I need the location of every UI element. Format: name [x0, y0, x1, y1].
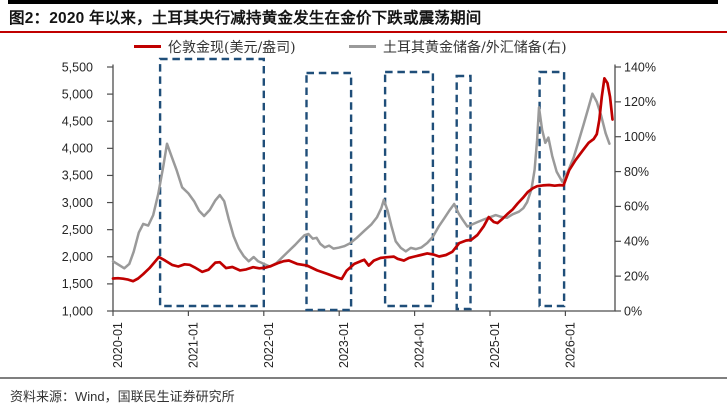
- y-right-tick-label: 20%: [624, 269, 649, 283]
- y-right-tick-label: 60%: [624, 200, 649, 214]
- y-left-tick-label: 3,500: [62, 169, 93, 183]
- legend-item-gold-price: 伦敦金现(美元/盎司): [134, 40, 296, 57]
- ratio-line-swatch: [349, 45, 376, 48]
- y-left-tick-label: 1,000: [62, 304, 93, 318]
- y-left-tick-label: 3,000: [62, 196, 93, 210]
- reserve-ratio-line: [111, 92, 611, 270]
- y-left-tick-label: 4,500: [62, 115, 93, 129]
- y-right-tick-label: 140%: [624, 60, 656, 74]
- highlight-box: [158, 57, 266, 308]
- source-note: 资料来源：Wind，国联民生证券研究所: [10, 389, 235, 404]
- highlight-box: [538, 70, 566, 308]
- axis-frame: [112, 64, 616, 312]
- y-right-tick-label: 120%: [624, 95, 656, 109]
- x-tick-label: 2021-01: [186, 322, 200, 368]
- top-border-bar: [8, 0, 718, 4]
- y-left-tick-label: 1,500: [62, 277, 93, 291]
- y-right-tick-label: 0%: [624, 304, 642, 318]
- gold-line-swatch: [134, 45, 161, 48]
- x-tick-label: 2026-01: [563, 322, 577, 368]
- y-left-tick-label: 5,000: [62, 87, 93, 101]
- y-left-tick-label: 2,500: [62, 223, 93, 237]
- highlight-box: [383, 70, 435, 308]
- y-left-tick-label: 2,000: [62, 250, 93, 264]
- x-tick-label: 2025-01: [488, 322, 502, 368]
- x-tick-label: 2020-01: [111, 322, 125, 368]
- y-left-tick-label: 4,000: [62, 142, 93, 156]
- y-left-tick-label: 5,500: [62, 60, 93, 74]
- title-underline-rule: [0, 31, 727, 34]
- legend-label: 土耳其黄金储备/外汇储备(右): [383, 40, 567, 56]
- y-right-tick-label: 40%: [624, 235, 649, 249]
- legend-item-reserve-ratio: 土耳其黄金储备/外汇储备(右): [349, 40, 567, 57]
- footer-rule: [0, 377, 727, 380]
- figure-title: 图2：2020 年以来，土耳其央行减持黄金发生在金价下跌或震荡期间: [9, 10, 482, 27]
- gold-price-line: [111, 76, 614, 283]
- x-tick-label: 2023-01: [337, 322, 351, 368]
- x-tick-label: 2024-01: [413, 322, 427, 368]
- y-right-tick-label: 100%: [624, 130, 656, 144]
- highlight-box: [305, 71, 353, 312]
- highlight-box: [455, 74, 472, 311]
- x-tick-label: 2022-01: [262, 322, 276, 368]
- y-right-tick-label: 80%: [624, 165, 649, 179]
- legend-label: 伦敦金现(美元/盎司): [168, 40, 296, 56]
